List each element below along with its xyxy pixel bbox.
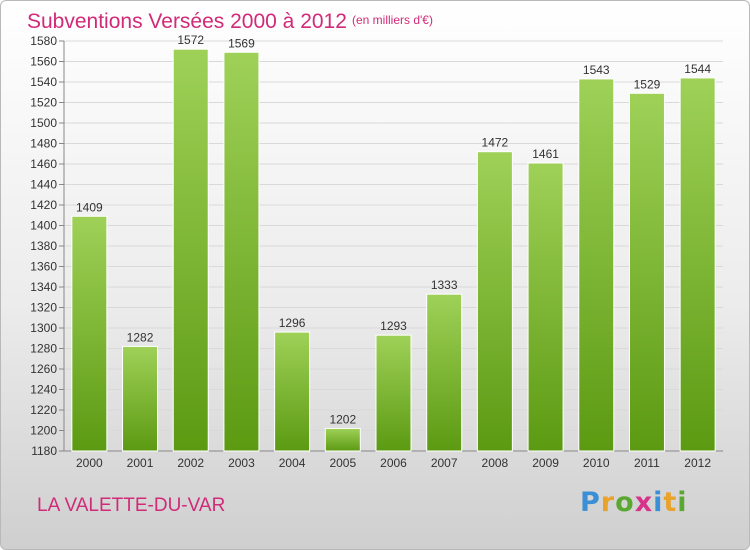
x-tick-label: 2004: [279, 456, 306, 470]
x-tick-label: 2011: [634, 456, 660, 470]
data-label-2011: 1529: [634, 77, 661, 91]
y-tick-label: 1480: [30, 137, 57, 151]
bar-2001: [122, 345, 159, 452]
x-tick-label: 2007: [431, 456, 458, 470]
x-tick-label: 2012: [684, 456, 711, 470]
y-tick-label: 1400: [30, 219, 57, 233]
data-label-2008: 1472: [482, 136, 509, 150]
x-tick-label: 2000: [76, 456, 103, 470]
x-tick-label: 2008: [482, 456, 509, 470]
y-tick-label: 1580: [30, 34, 57, 48]
y-tick-label: 1460: [30, 157, 57, 171]
bar-2012: [679, 77, 716, 452]
y-tick-label: 1300: [30, 321, 57, 335]
commune-name: LA VALETTE-DU-VAR: [37, 495, 226, 516]
y-tick-label: 1240: [30, 383, 57, 397]
data-labels: 1409 1282 1572 1569 1296 1202 1293 1333 1472 1461…: [76, 33, 711, 426]
bar-2004: [274, 331, 311, 452]
data-label-2005: 1202: [329, 412, 356, 426]
bar-2009: [527, 162, 564, 452]
y-tick-label: 1500: [30, 116, 57, 130]
data-label-2007: 1333: [431, 278, 458, 292]
logo-letter: P: [580, 487, 601, 518]
x-tick-label: 2002: [177, 456, 204, 470]
y-tick-label: 1180: [31, 444, 57, 458]
logo-letter: i: [677, 487, 688, 518]
data-label-2004: 1296: [279, 316, 306, 330]
proxiti-logo[interactable]: Proxiti: [580, 487, 688, 518]
bar-2008: [476, 151, 513, 452]
logo-letter: o: [615, 487, 635, 518]
data-label-2010: 1543: [583, 63, 610, 77]
data-label-2012: 1544: [684, 62, 711, 76]
bar-2002: [172, 48, 209, 452]
data-label-2003: 1569: [228, 36, 255, 50]
axes: 1180 1200 1220 1240 1260 1280 1300 1320 1340 1360…: [30, 34, 723, 470]
y-tick-label: 1340: [30, 280, 57, 294]
y-tick-label: 1320: [30, 301, 57, 315]
y-tick-label: 1540: [30, 75, 57, 89]
bar-2007: [426, 293, 463, 452]
y-tick-label: 1440: [30, 178, 57, 192]
chart-title: Subventions Versées 2000 à 2012: [27, 10, 347, 33]
data-label-2009: 1461: [532, 147, 559, 161]
logo-letter: x: [634, 487, 654, 518]
y-tick-label: 1280: [30, 342, 57, 356]
bar-2006: [375, 334, 412, 452]
y-tick-label: 1560: [30, 55, 57, 69]
y-tick-label: 1360: [30, 260, 57, 274]
logo-letter: r: [600, 487, 616, 518]
chart-unit: (en milliers d'€): [352, 13, 433, 27]
logo-letter: i: [653, 487, 664, 518]
y-tick-label: 1420: [30, 198, 57, 212]
y-tick-label: 1220: [30, 403, 57, 417]
x-tick-label: 2006: [380, 456, 407, 470]
x-tick-label: 2005: [329, 456, 356, 470]
bar-2000: [71, 215, 108, 452]
y-tick-label: 1260: [30, 362, 57, 376]
data-label-2001: 1282: [127, 330, 154, 344]
bar-2011: [628, 92, 665, 452]
data-label-2006: 1293: [380, 319, 407, 333]
data-label-2000: 1409: [76, 200, 103, 214]
bar-2010: [578, 78, 615, 452]
x-tick-label: 2009: [532, 456, 559, 470]
bars: [71, 48, 716, 452]
bar-2005: [324, 427, 361, 452]
y-tick-label: 1200: [30, 424, 57, 438]
logo-letter: t: [663, 487, 678, 518]
x-tick-label: 2003: [228, 456, 255, 470]
x-tick-label: 2001: [127, 456, 154, 470]
y-tick-label: 1380: [30, 239, 57, 253]
data-label-2002: 1572: [177, 33, 204, 47]
y-tick-label: 1520: [30, 96, 57, 110]
x-tick-label: 2010: [583, 456, 610, 470]
bar-2003: [223, 51, 260, 452]
